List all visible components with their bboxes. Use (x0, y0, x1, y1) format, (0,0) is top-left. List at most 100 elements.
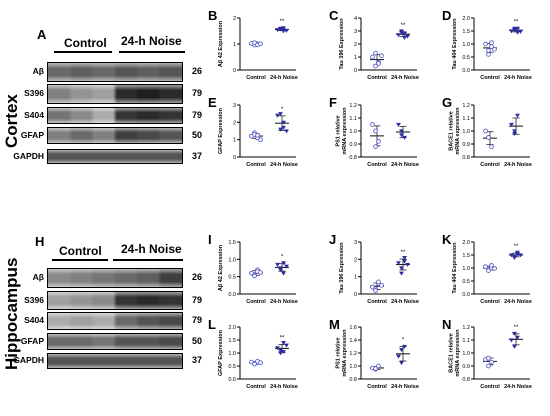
control-point (376, 363, 381, 369)
noise-point (518, 253, 523, 258)
y-tick-label: 1.6 (349, 325, 357, 331)
blot-strip (47, 291, 183, 310)
y-tick-label: 0.9 (462, 142, 470, 148)
blot-mw-label: 79 (192, 109, 203, 120)
blot-row-label: S404 (24, 109, 44, 120)
y-axis-label: BACE1 relativemRNA expression (449, 107, 462, 155)
control-point (373, 144, 378, 149)
y-tick-label: 0.5 (462, 55, 470, 61)
noise-point (275, 28, 280, 33)
noise-point (399, 266, 404, 271)
control-point (373, 366, 378, 371)
blot-row-label: S404 (24, 315, 44, 325)
noise-point (278, 348, 283, 353)
y-tick-label: 0.8 (349, 377, 357, 383)
group-label-noise-a: 24-h Noise (121, 34, 182, 48)
y-tick-label: 0.5 (462, 279, 470, 285)
x-tick-label: Control (246, 384, 266, 390)
x-tick-label: Control (246, 162, 266, 168)
blot-mw-label: 37 (192, 150, 203, 161)
control-point (486, 48, 491, 53)
group-label-control-a: Control (64, 36, 107, 50)
control-point (370, 122, 375, 127)
noise-point (402, 32, 407, 36)
panel-letter: F (329, 95, 337, 110)
control-point (258, 41, 263, 47)
group-bracket-noise-h (113, 259, 183, 261)
y-tick-label: 0.9 (349, 142, 357, 148)
noise-point (396, 261, 401, 266)
scatter-chart-b: B 0 1 2 Aβ 42 Expression Control 24-h Noise ** (208, 8, 298, 81)
blot-strip (47, 333, 183, 350)
x-tick-label: 24-h Noise (391, 162, 419, 168)
y-tick-label: 1.0 (462, 42, 470, 48)
y-axis-label: Tau 404 Expression (452, 242, 458, 294)
control-point (486, 268, 491, 273)
scatter-chart-c: C 0 1 2 3 4 Tau 396 Expression Control 24-h Nois… (329, 8, 419, 81)
panel-letter: K (442, 232, 452, 247)
significance-marker: * (281, 107, 284, 113)
noise-point (396, 354, 401, 359)
blot-row-label: Aβ (32, 272, 44, 282)
control-point (258, 360, 263, 365)
significance-marker: * (402, 338, 405, 344)
y-tick-label: 1.5 (462, 29, 470, 35)
noise-point (515, 252, 520, 257)
panel-letter: N (442, 317, 451, 332)
noise-point (515, 335, 520, 340)
noise-point (402, 135, 407, 140)
blot-row-label: GAPDH (13, 355, 44, 365)
blot-mw-label: 26 (192, 272, 203, 282)
blot-strip (47, 268, 183, 288)
control-point (489, 40, 494, 46)
group-label-noise-h: 24-h Noise (121, 242, 182, 256)
blot-row-label: GAPDH (13, 150, 44, 161)
noise-point (396, 122, 401, 127)
y-tick-label: 2.0 (462, 16, 470, 22)
significance-marker: ** (514, 244, 519, 250)
panel-letter: J (329, 232, 336, 247)
blot-row-label: Aβ (32, 66, 44, 76)
noise-point (284, 343, 289, 348)
y-tick-label: 2 (233, 120, 236, 126)
control-point (489, 359, 494, 365)
y-tick-label: 4 (354, 16, 357, 22)
x-tick-label: Control (246, 299, 266, 305)
x-tick-label: 24-h Noise (504, 75, 532, 81)
blot-row-label: GFAP (20, 335, 44, 346)
control-point (483, 264, 488, 270)
y-tick-label: 1 (354, 55, 357, 61)
y-tick-label: 1 (233, 138, 236, 144)
x-tick-label: 24-h Noise (270, 384, 298, 390)
y-tick-label: 1 (233, 42, 236, 48)
significance-marker: ** (401, 250, 406, 256)
control-point (486, 52, 491, 57)
x-tick-label: 24-h Noise (270, 162, 298, 168)
noise-point (284, 28, 289, 33)
noise-point (278, 266, 283, 271)
scatter-chart-i: I 0.0 0.5 1.0 1.5 Aβ 42 Expression Control 24-h… (208, 232, 298, 305)
panel-letter: M (329, 317, 340, 332)
noise-point (518, 29, 523, 34)
control-point (492, 266, 497, 271)
noise-point (399, 129, 404, 134)
blot-row-label: S396 (24, 88, 44, 98)
control-point (376, 61, 381, 66)
group-label-control-h: Control (59, 244, 102, 258)
y-tick-label: 1.4 (349, 338, 357, 344)
noise-point (515, 113, 520, 118)
scatter-chart-d: D 0.0 0.5 1.0 1.5 2.0 Tau 404 Expression Contro… (442, 8, 532, 81)
significance-marker: ** (401, 23, 406, 29)
blot-strip (47, 127, 183, 144)
noise-point (399, 133, 404, 138)
y-tick-label: 1.2 (349, 103, 357, 109)
control-point (492, 46, 497, 52)
y-axis-label: Tau 396 Expression (339, 18, 345, 70)
y-tick-label: 1.0 (228, 351, 236, 357)
y-tick-label: 1.2 (462, 325, 470, 331)
significance-marker: ** (280, 335, 285, 341)
x-tick-label: 24-h Noise (504, 384, 532, 390)
y-tick-label: 1.1 (462, 116, 470, 122)
